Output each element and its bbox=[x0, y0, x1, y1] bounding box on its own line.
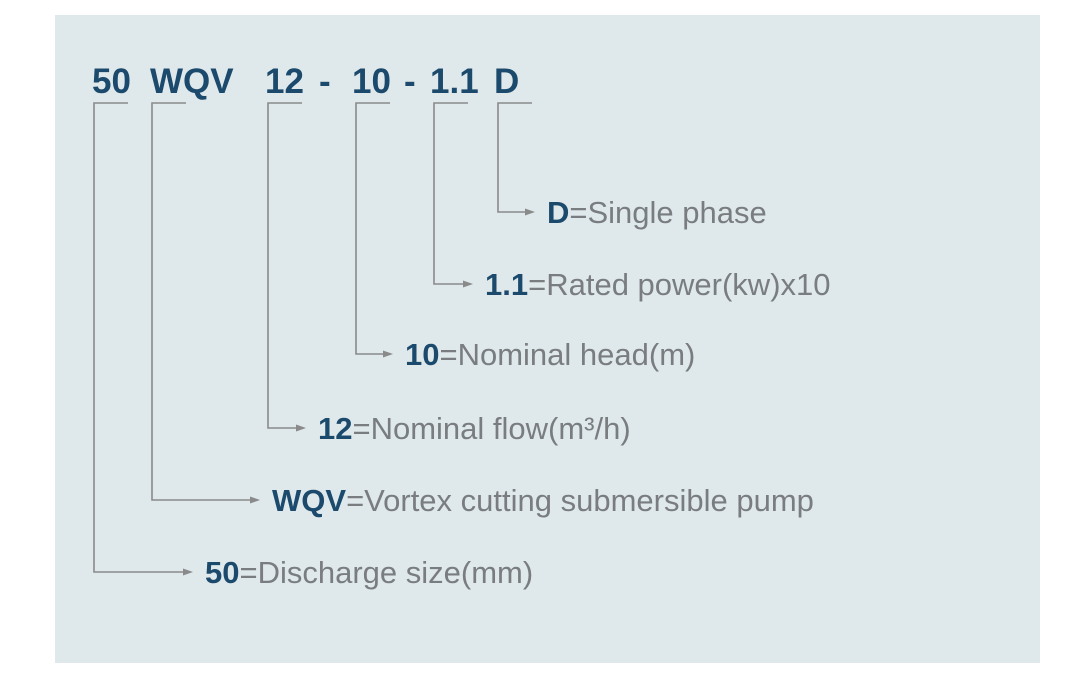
explanation: 12=Nominal flow(m³/h) bbox=[318, 411, 631, 446]
model-code: 12 bbox=[265, 62, 304, 101]
model-code: WQV bbox=[150, 62, 234, 101]
separator: - bbox=[319, 62, 331, 101]
connector bbox=[433, 102, 468, 285]
connector bbox=[151, 102, 254, 501]
arrow-head bbox=[463, 280, 473, 288]
model-code: 50 bbox=[92, 62, 131, 101]
explanation-code: D bbox=[547, 195, 569, 230]
arrow-head bbox=[250, 496, 260, 504]
explanation-text: =Vortex cutting submersible pump bbox=[346, 483, 814, 518]
model-code: D bbox=[494, 62, 519, 101]
explanation: D=Single phase bbox=[547, 195, 767, 230]
explanation-text: =Nominal flow(m³/h) bbox=[352, 411, 630, 446]
explanation-text: =Discharge size(mm) bbox=[239, 555, 533, 590]
separator: - bbox=[404, 62, 416, 101]
connector bbox=[267, 102, 302, 429]
connector bbox=[93, 102, 187, 573]
arrow-head bbox=[525, 208, 535, 216]
explanation-text: =Single phase bbox=[569, 195, 766, 230]
explanation-text: =Rated power(kw)x10 bbox=[528, 267, 830, 302]
model-code: 1.1 bbox=[430, 62, 479, 101]
explanation: 1.1=Rated power(kw)x10 bbox=[485, 267, 831, 302]
arrow-head bbox=[383, 350, 393, 358]
explanation-code: WQV bbox=[272, 483, 346, 518]
explanation-code: 50 bbox=[205, 555, 239, 590]
explanation-code: 12 bbox=[318, 411, 352, 446]
connector bbox=[497, 102, 532, 213]
explanation: 10=Nominal head(m) bbox=[405, 337, 695, 372]
arrow-head bbox=[183, 568, 193, 576]
connector bbox=[355, 102, 390, 355]
explanation-code: 1.1 bbox=[485, 267, 528, 302]
model-code: 10 bbox=[352, 62, 391, 101]
arrow-head bbox=[296, 424, 306, 432]
panel bbox=[55, 15, 1040, 663]
explanation: 50=Discharge size(mm) bbox=[205, 555, 533, 590]
explanation: WQV=Vortex cutting submersible pump bbox=[272, 483, 814, 518]
explanation-code: 10 bbox=[405, 337, 439, 372]
explanation-text: =Nominal head(m) bbox=[439, 337, 695, 372]
